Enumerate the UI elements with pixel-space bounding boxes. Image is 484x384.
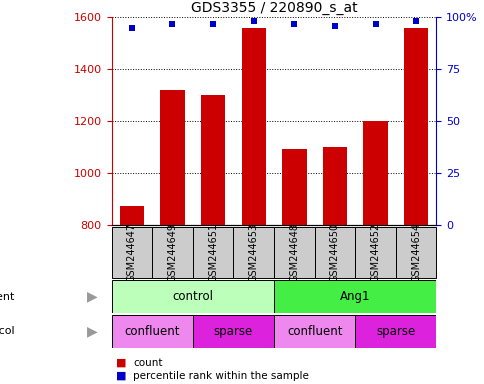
Bar	[363, 121, 387, 225]
Text: GSM244648: GSM244648	[289, 223, 299, 282]
Bar	[273, 315, 354, 348]
Bar	[322, 147, 347, 225]
Bar	[354, 315, 436, 348]
Text: Ang1: Ang1	[339, 290, 370, 303]
Text: confluent: confluent	[287, 325, 342, 338]
Bar	[354, 227, 395, 278]
Point	[209, 20, 216, 26]
Bar	[160, 90, 184, 225]
Text: GSM244647: GSM244647	[127, 223, 136, 282]
Text: GSM244654: GSM244654	[410, 223, 420, 282]
Point	[331, 23, 338, 29]
Bar	[282, 149, 306, 225]
Point	[249, 18, 257, 25]
Text: agent: agent	[0, 291, 15, 302]
Bar	[152, 227, 192, 278]
Text: ▶: ▶	[87, 290, 97, 304]
Text: control: control	[172, 290, 213, 303]
Text: GSM244651: GSM244651	[208, 223, 218, 282]
Bar	[193, 227, 233, 278]
Title: GDS3355 / 220890_s_at: GDS3355 / 220890_s_at	[190, 1, 357, 15]
Bar	[111, 280, 273, 313]
Point	[168, 20, 176, 26]
Text: sparse: sparse	[376, 325, 415, 338]
Bar	[403, 28, 427, 225]
Bar	[241, 28, 265, 225]
Bar	[395, 227, 436, 278]
Bar	[200, 95, 225, 225]
Point	[371, 20, 378, 26]
Text: sparse: sparse	[213, 325, 253, 338]
Bar	[111, 227, 152, 278]
Text: GSM244652: GSM244652	[370, 223, 380, 282]
Text: ▶: ▶	[87, 324, 97, 338]
Text: GSM244650: GSM244650	[329, 223, 339, 282]
Bar	[273, 227, 314, 278]
Bar	[193, 315, 273, 348]
Bar	[111, 315, 193, 348]
Text: ■: ■	[116, 358, 127, 368]
Text: ■: ■	[116, 371, 127, 381]
Text: percentile rank within the sample: percentile rank within the sample	[133, 371, 309, 381]
Bar	[273, 280, 436, 313]
Text: GSM244653: GSM244653	[248, 223, 258, 282]
Bar	[233, 227, 273, 278]
Point	[128, 25, 136, 31]
Bar	[314, 227, 354, 278]
Text: growth protocol: growth protocol	[0, 326, 15, 336]
Point	[411, 18, 419, 25]
Bar	[120, 207, 144, 225]
Text: confluent: confluent	[124, 325, 180, 338]
Point	[290, 20, 298, 26]
Text: GSM244649: GSM244649	[167, 223, 177, 282]
Text: count: count	[133, 358, 163, 368]
